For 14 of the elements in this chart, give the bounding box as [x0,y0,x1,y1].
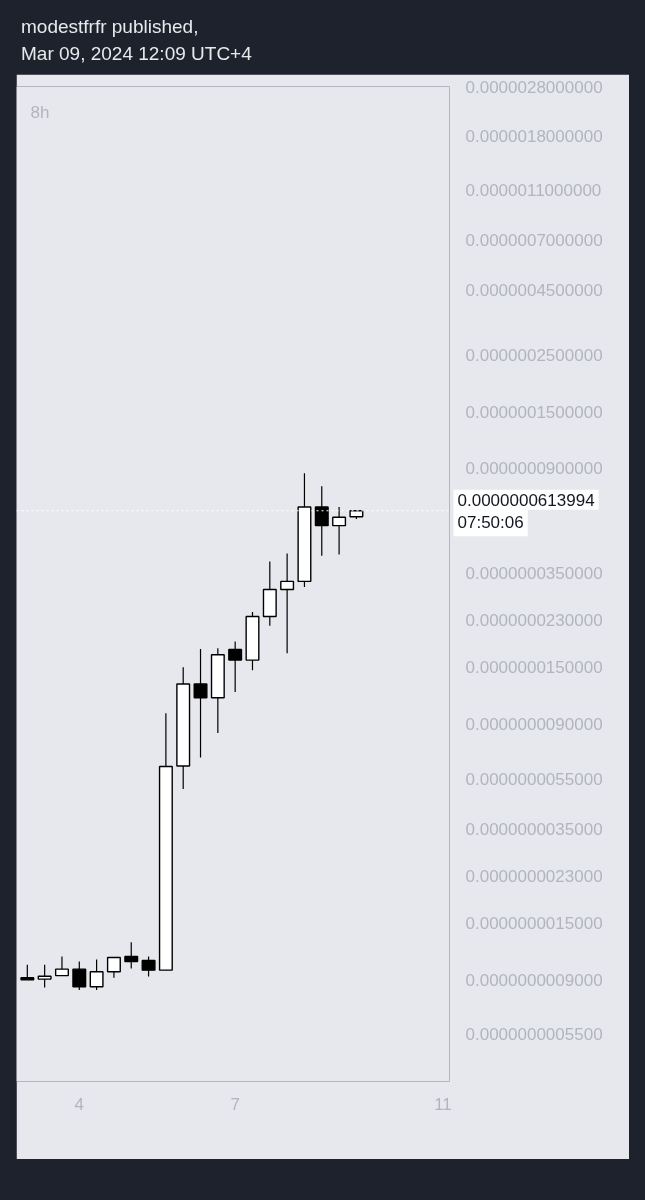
candlestick [314,485,329,557]
text: modestfrfr published, [21,16,199,37]
candlestick [228,641,243,693]
candlestick [72,960,87,991]
ref-line-label: 0.0000000613994 [457,490,595,510]
candlestick [106,956,121,979]
candlestick [141,955,156,978]
candlestick [37,964,52,988]
candlestick [193,648,208,759]
candlestick [124,941,139,970]
candlestick [280,552,295,654]
text: Mar 09, 2024 12:09 UTC+4 [21,43,252,64]
candlestick [89,958,104,991]
text: 07:50:06 [457,513,524,533]
